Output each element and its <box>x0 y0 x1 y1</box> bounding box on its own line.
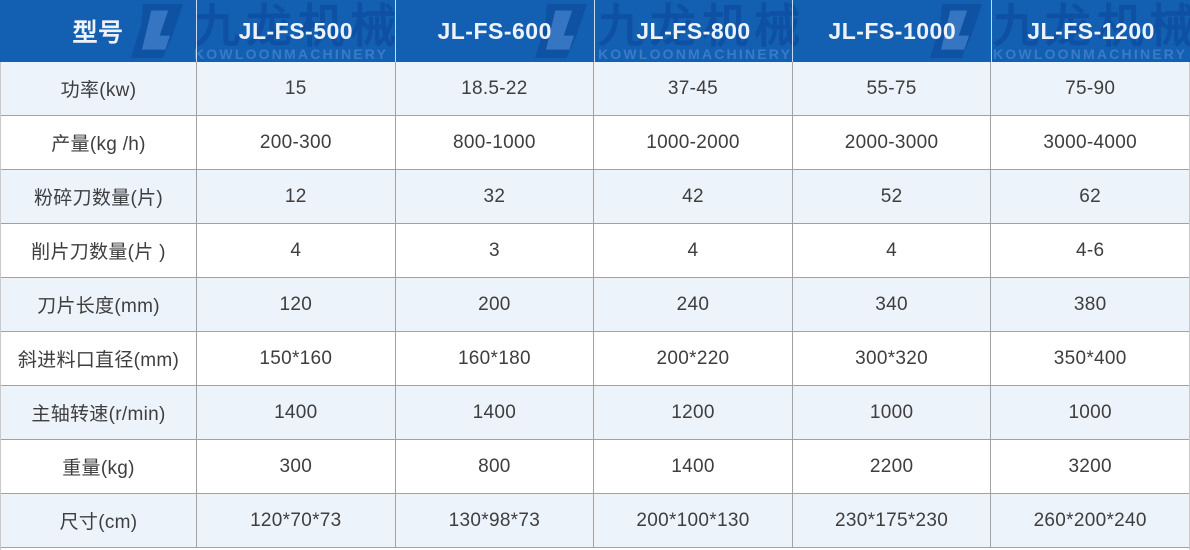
table-row-power: 功率(kw) 15 18.5-22 37-45 55-75 75-90 <box>1 62 1189 116</box>
table-row-weight: 重量(kg) 300 800 1400 2200 3200 <box>1 440 1189 494</box>
spec-cell: 75-90 <box>990 62 1189 115</box>
spec-cell: 15 <box>196 62 395 115</box>
spec-cell: 200-300 <box>196 116 395 169</box>
header-cell-model: JL-FS-600 <box>394 0 594 62</box>
row-label: 斜进料口直径(mm) <box>17 350 180 371</box>
table-row-output: 产量(kg /h) 200-300 800-1000 1000-2000 200… <box>1 116 1189 170</box>
header-cell-model: JL-FS-500 <box>196 0 395 62</box>
row-label: 重量(kg) <box>62 458 135 479</box>
spec-cell: 3000-4000 <box>990 116 1189 169</box>
row-label: 削片刀数量(片 ) <box>31 242 166 263</box>
spec-cell: 800-1000 <box>394 116 594 169</box>
table-row-chipping-blades: 削片刀数量(片 ) 4 3 4 4 4-6 <box>1 224 1189 278</box>
spec-cell: 160*180 <box>394 332 594 385</box>
row-label: 刀片长度(mm) <box>37 296 160 317</box>
spec-cell: 380 <box>990 278 1189 331</box>
spec-cell: 55-75 <box>791 62 991 115</box>
spec-cell: 37-45 <box>593 62 792 115</box>
header-cell-model: JL-FS-1200 <box>991 0 1190 62</box>
spec-cell: 1400 <box>394 386 594 439</box>
spec-cell: 2200 <box>791 440 991 493</box>
spec-cell: 200*100*130 <box>593 494 792 547</box>
spec-cell: 300*320 <box>791 332 991 385</box>
header-cell-model: JL-FS-800 <box>593 0 793 62</box>
spec-cell: 120 <box>196 278 395 331</box>
spec-cell: 1400 <box>593 440 792 493</box>
spec-cell: 240 <box>593 278 792 331</box>
spec-cell: 130*98*73 <box>394 494 594 547</box>
spec-cell: 4 <box>196 224 395 277</box>
spec-cell: 1200 <box>593 386 792 439</box>
spec-cell: 120*70*73 <box>196 494 395 547</box>
table-body: 功率(kw) 15 18.5-22 37-45 55-75 75-90 产量(k… <box>0 62 1190 550</box>
spec-cell: 1000 <box>791 386 991 439</box>
spec-cell: 230*175*230 <box>791 494 991 547</box>
table-row-dimensions: 尺寸(cm) 120*70*73 130*98*73 200*100*130 2… <box>1 494 1189 548</box>
header-cell-model: JL-FS-1000 <box>792 0 991 62</box>
row-label: 粉碎刀数量(片) <box>33 188 164 209</box>
spec-cell: 4 <box>791 224 991 277</box>
spec-cell: 18.5-22 <box>394 62 594 115</box>
row-label: 尺寸(cm) <box>59 512 138 533</box>
row-label: 产量(kg /h) <box>51 134 146 155</box>
spec-cell: 200*220 <box>593 332 792 385</box>
table-row-blade-length: 刀片长度(mm) 120 200 240 340 380 <box>1 278 1189 332</box>
spec-cell: 260*200*240 <box>990 494 1189 547</box>
row-label: 功率(kw) <box>60 80 137 101</box>
table-header-row: 九龙机械 KOWLOONMACHINERY 九龙机械 KOWLOONMACHIN… <box>0 0 1190 62</box>
spec-cell: 3 <box>394 224 594 277</box>
spec-cell: 62 <box>990 170 1189 223</box>
spec-cell: 1400 <box>196 386 395 439</box>
spec-cell: 52 <box>791 170 991 223</box>
spec-cell: 200 <box>394 278 594 331</box>
spec-cell: 4-6 <box>990 224 1189 277</box>
spec-cell: 1000-2000 <box>593 116 792 169</box>
table-row-inlet-diameter: 斜进料口直径(mm) 150*160 160*180 200*220 300*3… <box>1 332 1189 386</box>
spec-cell: 150*160 <box>196 332 395 385</box>
spec-cell: 3200 <box>990 440 1189 493</box>
table-row-crushing-blades: 粉碎刀数量(片) 12 32 42 52 62 <box>1 170 1189 224</box>
spec-cell: 32 <box>394 170 594 223</box>
table-row-spindle-speed: 主轴转速(r/min) 1400 1400 1200 1000 1000 <box>1 386 1189 440</box>
spec-cell: 12 <box>196 170 395 223</box>
spec-cell: 4 <box>593 224 792 277</box>
spec-cell: 1000 <box>990 386 1189 439</box>
header-cell-model-label: 型号 <box>72 19 124 47</box>
spec-cell: 300 <box>196 440 395 493</box>
row-label: 主轴转速(r/min) <box>31 404 166 425</box>
spec-cell: 800 <box>394 440 594 493</box>
spec-cell: 42 <box>593 170 792 223</box>
spec-cell: 340 <box>791 278 991 331</box>
spec-cell: 350*400 <box>990 332 1189 385</box>
spec-cell: 2000-3000 <box>791 116 991 169</box>
